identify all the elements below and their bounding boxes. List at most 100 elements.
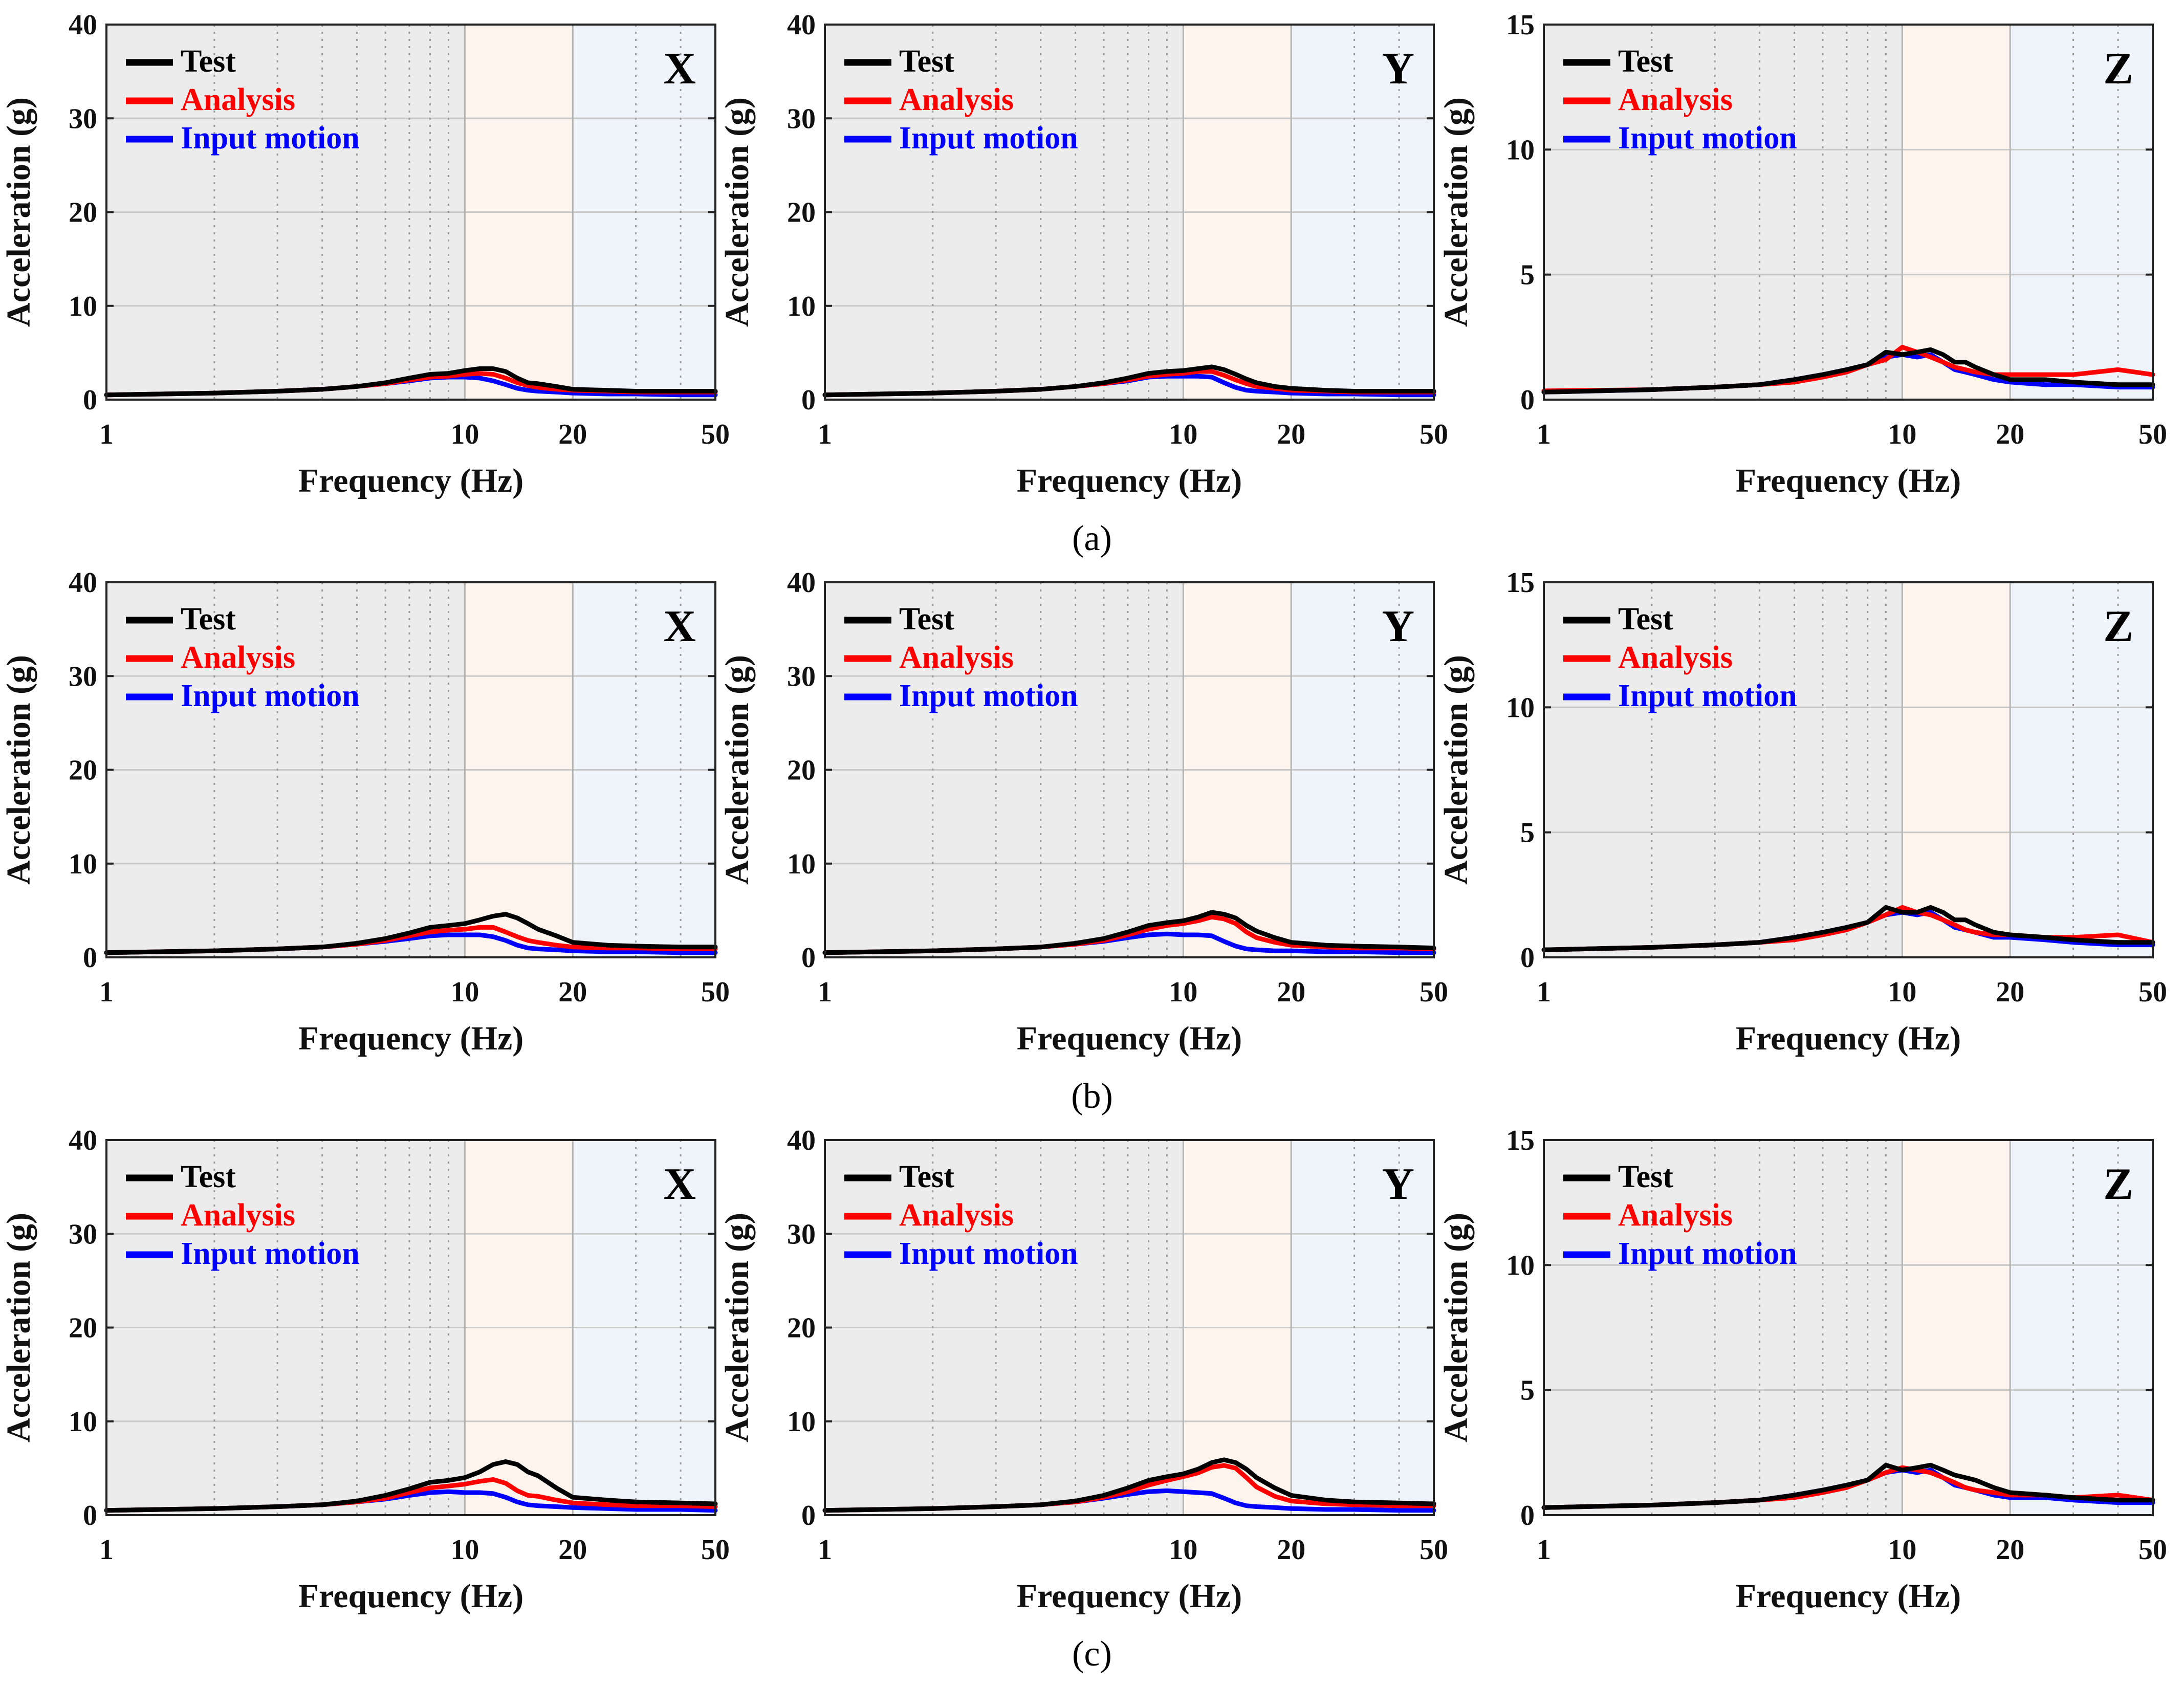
x-axis-label: Frequency (Hz)	[1736, 462, 1961, 499]
legend-label-analysis: Analysis	[1618, 82, 1733, 117]
legend-label-test: Test	[1618, 1159, 1673, 1194]
y-tick-label: 5	[1520, 259, 1535, 291]
legend-label-test: Test	[181, 1159, 236, 1194]
series-line-test	[104, 1459, 718, 1513]
x-tick-label: 10	[1888, 419, 1916, 450]
legend-label-analysis: Analysis	[899, 1198, 1014, 1233]
legend-label-input-motion: Input motion	[181, 678, 360, 713]
direction-label: Y	[1382, 1159, 1414, 1209]
legend-label-analysis: Analysis	[181, 1198, 295, 1233]
frequency-band-low	[1544, 1140, 1903, 1515]
x-tick-label: 50	[2138, 419, 2167, 450]
y-tick-label: 40	[787, 9, 816, 41]
legend-label-input-motion: Input motion	[1618, 1236, 1797, 1271]
x-tick-label: 1	[818, 419, 832, 450]
frequency-band-low	[1544, 25, 1903, 400]
y-tick-label: 0	[83, 942, 97, 974]
axes-frame	[1543, 24, 2154, 401]
y-tick-label: 40	[69, 9, 97, 41]
x-tick-label: 10	[450, 419, 479, 450]
row-caption: (c)	[1072, 1634, 1112, 1674]
x-tick-label: 1	[1537, 1534, 1551, 1566]
y-tick-label: 40	[69, 1125, 97, 1156]
legend-label-input-motion: Input motion	[181, 1236, 360, 1271]
axes-frame	[1543, 1139, 2154, 1516]
legend-label-test: Test	[899, 602, 954, 637]
y-tick-label: 30	[787, 103, 816, 135]
legend-label-input-motion: Input motion	[1618, 678, 1797, 713]
legend-label-input-motion: Input motion	[181, 121, 360, 156]
series-line-test	[1541, 905, 2155, 952]
y-tick-label: 5	[1520, 1375, 1535, 1407]
y-tick-label: 30	[69, 1218, 97, 1250]
y-tick-label: 20	[787, 197, 816, 229]
y-tick-label: 30	[69, 661, 97, 692]
y-tick-label: 5	[1520, 817, 1535, 849]
x-tick-label: 1	[99, 419, 114, 450]
chart-panel-z-2: 0 5 10 15 1 10 20 50 Frequency (Hz) Acceleration …	[1437, 567, 2167, 1057]
x-axis-label: Frequency (Hz)	[1017, 1578, 1242, 1615]
x-axis-label: Frequency (Hz)	[1736, 1578, 1961, 1615]
y-tick-label: 0	[801, 1500, 816, 1531]
chart-panel-z-1: 0 5 10 15 1 10 20 50 Frequency (Hz) Acceleration …	[1437, 9, 2167, 499]
x-tick-label: 50	[2138, 1534, 2167, 1566]
x-tick-label: 1	[818, 1534, 832, 1566]
y-axis-label: Acceleration (g)	[1437, 97, 1475, 327]
legend-label-input-motion: Input motion	[1618, 121, 1797, 156]
legend-label-test: Test	[1618, 44, 1673, 79]
x-tick-label: 1	[818, 976, 832, 1008]
y-tick-label: 10	[69, 1406, 97, 1438]
legend-label-analysis: Analysis	[899, 640, 1014, 675]
row-caption: (a)	[1072, 519, 1112, 558]
y-tick-label: 20	[69, 197, 97, 229]
series-line-test	[1541, 1462, 2155, 1510]
y-tick-label: 10	[1506, 692, 1535, 724]
legend-label-test: Test	[181, 602, 236, 637]
y-tick-label: 30	[787, 1218, 816, 1250]
legend-label-analysis: Analysis	[899, 82, 1014, 117]
chart-panel-y-3: 0 10 20 30 40 1 10 20 50 Frequency (Hz) Accelerati…	[718, 1125, 1448, 1615]
direction-label: X	[663, 602, 696, 651]
frequency-band-mid	[1902, 582, 2011, 957]
x-tick-label: 20	[1277, 976, 1305, 1008]
series-line-test	[822, 910, 1436, 955]
y-axis-label: Acceleration (g)	[718, 97, 756, 327]
y-tick-label: 30	[69, 103, 97, 135]
y-axis-label: Acceleration (g)	[718, 655, 756, 885]
x-axis-label: Frequency (Hz)	[1736, 1020, 1961, 1057]
legend-label-analysis: Analysis	[181, 640, 295, 675]
y-tick-label: 15	[1506, 1125, 1535, 1156]
frequency-band-high	[2010, 25, 2153, 400]
direction-label: Y	[1382, 44, 1414, 94]
legend-label-analysis: Analysis	[1618, 1198, 1733, 1233]
chart-panel-z-3: 0 5 10 15 1 10 20 50 Frequency (Hz) Acceleration …	[1437, 1125, 2167, 1615]
y-axis-label: Acceleration (g)	[0, 1213, 37, 1442]
y-tick-label: 10	[787, 1406, 816, 1438]
y-tick-label: 20	[69, 1312, 97, 1344]
y-tick-label: 15	[1506, 9, 1535, 41]
x-tick-label: 50	[1419, 976, 1448, 1008]
x-tick-label: 20	[1277, 419, 1305, 450]
x-axis-label: Frequency (Hz)	[298, 462, 524, 499]
direction-label: Z	[2103, 44, 2133, 94]
x-tick-label: 10	[450, 976, 479, 1008]
x-tick-label: 10	[1169, 1534, 1197, 1566]
x-tick-label: 20	[1996, 976, 2024, 1008]
legend-label-input-motion: Input motion	[899, 678, 1078, 713]
series-line-test	[104, 912, 718, 955]
series-line-test	[104, 366, 718, 398]
y-axis-label: Acceleration (g)	[718, 1213, 756, 1442]
y-tick-label: 20	[787, 755, 816, 786]
y-axis-label: Acceleration (g)	[0, 655, 37, 885]
y-axis-label: Acceleration (g)	[1437, 1213, 1475, 1442]
y-tick-label: 10	[1506, 134, 1535, 166]
x-tick-label: 1	[99, 976, 114, 1008]
x-tick-label: 20	[1277, 1534, 1305, 1566]
x-tick-label: 20	[558, 1534, 587, 1566]
frequency-band-mid	[1902, 1140, 2011, 1515]
chart-panel-x-3: 0 10 20 30 40 1 10 20 50 Frequency (Hz) Accelerati…	[0, 1125, 730, 1615]
x-axis-label: Frequency (Hz)	[298, 1578, 524, 1615]
x-tick-label: 20	[558, 419, 587, 450]
series-line-test	[822, 364, 1436, 398]
